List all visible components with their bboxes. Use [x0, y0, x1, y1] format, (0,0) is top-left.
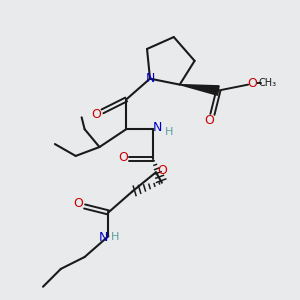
Text: O: O [74, 197, 84, 210]
Text: H: H [111, 232, 119, 242]
Text: O: O [248, 76, 257, 90]
Text: O: O [118, 151, 128, 164]
Polygon shape [180, 85, 219, 95]
Text: N: N [145, 72, 155, 85]
Text: O: O [157, 164, 167, 177]
Text: O: O [205, 114, 214, 127]
Text: N: N [153, 121, 162, 134]
Text: CH₃: CH₃ [258, 78, 277, 88]
Text: N: N [99, 231, 109, 244]
Text: O: O [92, 108, 101, 121]
Text: H: H [164, 127, 173, 136]
